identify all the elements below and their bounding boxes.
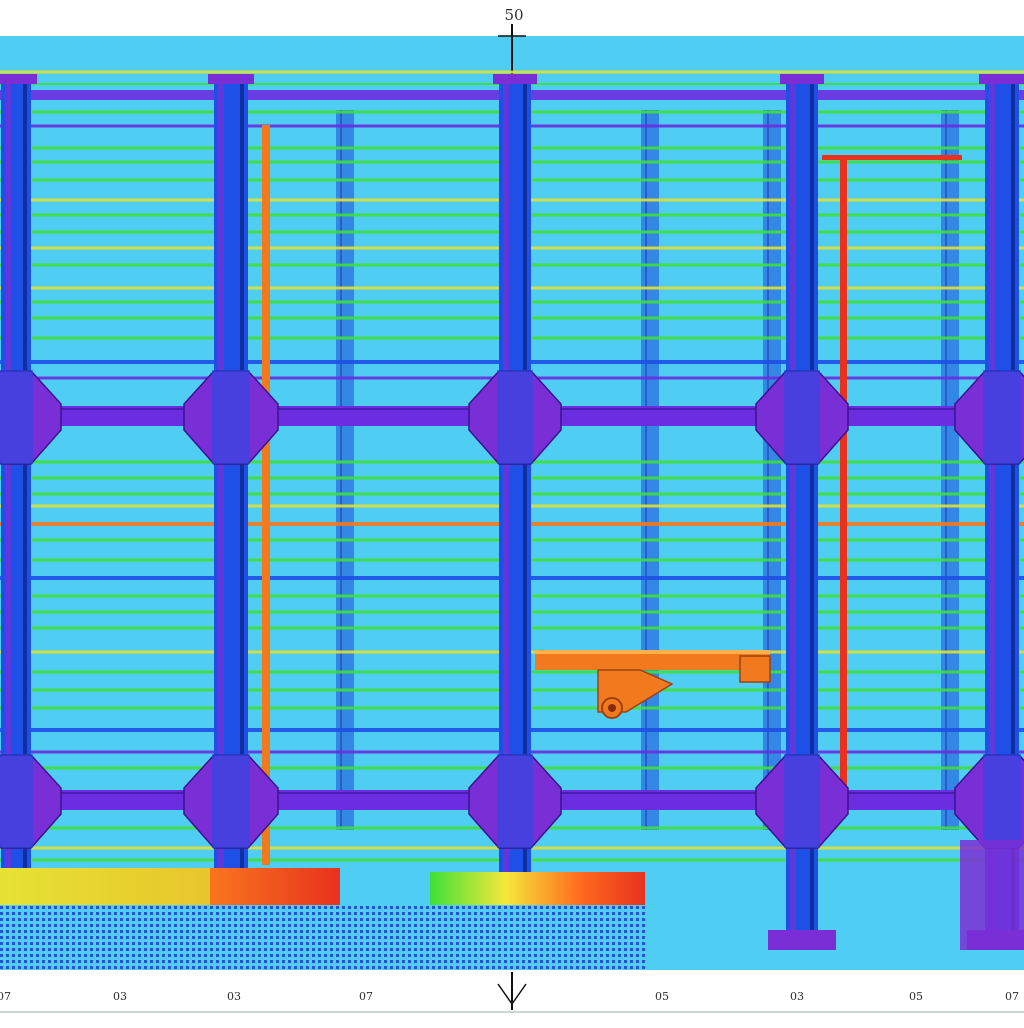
main-column-flange xyxy=(503,80,509,940)
accent-vertical xyxy=(840,155,847,795)
bracket-core xyxy=(983,370,1021,464)
main-column-flange xyxy=(5,80,11,940)
background-column xyxy=(336,110,354,830)
background-column xyxy=(641,110,659,830)
bottom-label: 07 xyxy=(1005,990,1019,1003)
bottom-label: 07 xyxy=(359,990,373,1003)
main-column-edge xyxy=(810,80,814,940)
main-column-edge xyxy=(23,80,27,940)
main-column-flange xyxy=(218,80,224,940)
bracket-core xyxy=(0,754,33,848)
main-column-flange xyxy=(989,80,995,940)
main-column-edge xyxy=(523,80,527,940)
column-cap xyxy=(979,74,1024,84)
bracket-core xyxy=(497,754,533,848)
column-cap xyxy=(780,74,824,84)
bracket-core xyxy=(784,370,820,464)
trolley-rail-top xyxy=(535,650,770,654)
trolley-hub xyxy=(608,704,616,712)
bottom-label: 03 xyxy=(790,990,804,1003)
trolley-endblock xyxy=(739,655,771,683)
corner-footing xyxy=(960,840,1024,950)
accent-horizontal xyxy=(822,155,962,160)
main-columns xyxy=(0,74,1024,950)
bracket-core xyxy=(212,754,250,848)
accent-vertical xyxy=(262,125,270,865)
main-column-edge xyxy=(1011,80,1015,940)
base-foundation xyxy=(0,840,1024,970)
bottom-label: 05 xyxy=(655,990,669,1003)
bracket-core xyxy=(983,754,1021,848)
bottom-label: 03 xyxy=(227,990,241,1003)
background-column xyxy=(941,110,959,830)
crane-trolley xyxy=(535,650,771,719)
trolley-rail xyxy=(535,652,770,670)
column-base-plate xyxy=(768,930,836,950)
bracket-core xyxy=(784,754,820,848)
bottom-label: 07 xyxy=(0,990,11,1003)
bottom-label: 03 xyxy=(113,990,127,1003)
main-column-edge xyxy=(240,80,244,940)
background-column xyxy=(763,110,781,830)
bracket-core xyxy=(497,370,533,464)
main-column-flange xyxy=(790,80,796,940)
bracket-core xyxy=(0,370,33,464)
column-cap xyxy=(208,74,254,84)
column-cap xyxy=(493,74,537,84)
foundation-mesh xyxy=(0,905,645,970)
bracket-core xyxy=(212,370,250,464)
top-dimension-label: 50 xyxy=(504,6,524,24)
bottom-label: 05 xyxy=(909,990,923,1003)
column-cap xyxy=(0,74,37,84)
